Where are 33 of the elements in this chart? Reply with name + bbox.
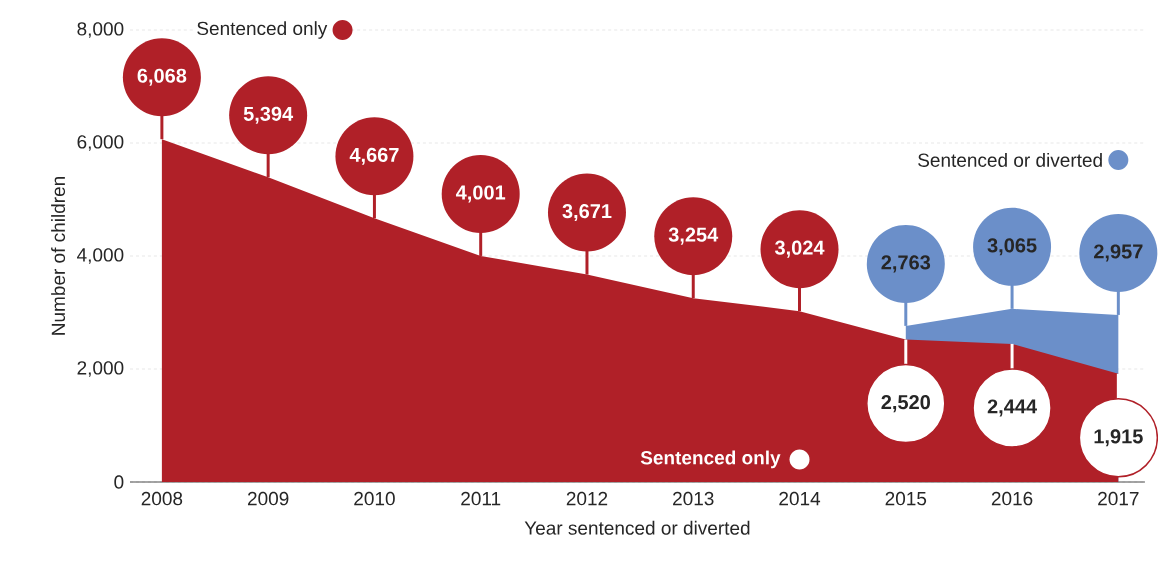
y-tick-label: 4,000 [77,248,124,264]
x-tick-label: 2016 [991,491,1033,506]
data-label: 3,671 [562,204,612,222]
data-label: 3,065 [987,238,1037,256]
y-tick-label: 8,000 [77,22,124,38]
data-label: 2,520 [881,395,930,413]
data-label: 3,024 [774,240,825,258]
x-tick-label: 2009 [247,491,289,506]
legend-label: Sentenced or diverted [918,152,1102,167]
data-label: 5,394 [243,106,294,124]
x-tick-label: 2010 [354,491,395,506]
data-label: 2,444 [987,399,1037,417]
data-label: 2,763 [881,255,931,273]
y-tick-label: 6,000 [77,135,124,151]
data-label: 1,915 [1094,429,1143,447]
data-label: 6,068 [137,68,187,86]
x-tick-label: 2014 [779,491,821,506]
data-label: 2,957 [1094,244,1143,262]
data-label: 3,254 [668,227,719,245]
y-tick-label: 0 [114,475,124,489]
legend-label: Sentenced only [197,21,328,39]
annotation: Sentenced only [640,450,781,469]
x-tick-label: 2015 [885,491,927,506]
y-axis-title: Number of children [51,177,66,335]
data-label: 4,001 [455,185,506,203]
x-tick-label: 2012 [566,491,608,506]
x-tick-label: 2008 [141,491,183,506]
y-tick-label: 2,000 [77,361,124,377]
x-tick-label: 2011 [461,491,501,506]
x-tick-label: 2017 [1098,491,1139,506]
data-label: 4,667 [349,147,399,165]
x-axis-title: Year sentenced or diverted [524,520,750,535]
x-tick-label: 2013 [673,491,714,506]
